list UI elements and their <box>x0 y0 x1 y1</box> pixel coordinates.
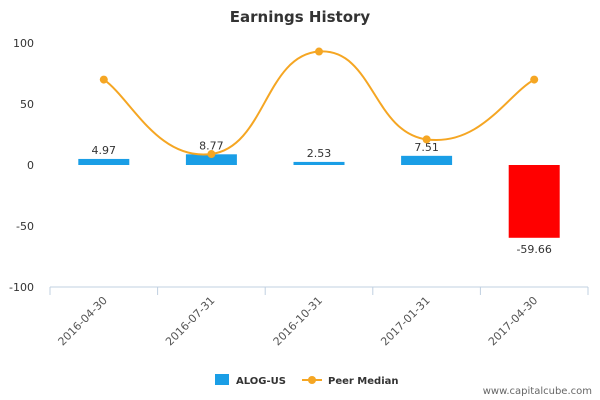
bar-2 <box>293 161 345 165</box>
bar-value-label-2: 2.53 <box>307 147 332 160</box>
y-tick-label-2: 0 <box>27 159 34 172</box>
peer-median-point-3 <box>422 135 431 144</box>
legend-label-alog: ALOG-US <box>236 376 286 387</box>
x-tick-label-4: 2017-04-30 <box>486 294 540 348</box>
legend-swatch-peer-dot <box>308 376 316 384</box>
y-axis: 100 50 0 -50 -100 <box>9 37 34 294</box>
x-tick-label-1: 2016-07-31 <box>163 294 217 348</box>
bar-3 <box>401 155 453 165</box>
y-tick-label-3: -50 <box>16 220 34 233</box>
legend-label-peer: Peer Median <box>328 376 399 387</box>
legend-swatch-alog <box>215 374 229 385</box>
peer-median-series <box>99 47 539 159</box>
peer-median-point-0 <box>99 75 108 84</box>
y-tick-label-1: 50 <box>20 98 34 111</box>
bar-value-labels: 4.97 8.77 2.53 7.51 -59.66 <box>92 139 552 255</box>
bar-0 <box>78 158 130 165</box>
peer-median-line <box>103 50 535 156</box>
x-tick-label-3: 2017-01-31 <box>378 294 432 348</box>
peer-median-point-4 <box>530 75 539 84</box>
x-tick-label-2: 2016-10-31 <box>271 294 325 348</box>
x-tick-label-0: 2016-04-30 <box>56 294 110 348</box>
peer-median-point-1 <box>207 150 216 159</box>
chart-title: Earnings History <box>230 8 371 26</box>
y-tick-label-4: -100 <box>9 281 34 294</box>
y-tick-label-0: 100 <box>13 37 34 50</box>
x-axis: 2016-04-30 2016-07-31 2016-10-31 2017-01-31… <box>49 286 589 348</box>
watermark: www.capitalcube.com <box>483 386 592 397</box>
bar-series <box>78 154 560 238</box>
bar-1 <box>185 154 237 165</box>
bar-value-label-3: 7.51 <box>414 141 439 154</box>
legend: ALOG-US Peer Median <box>215 374 399 387</box>
peer-median-point-2 <box>315 47 323 56</box>
bar-4 <box>508 165 560 238</box>
bar-value-label-1: 8.77 <box>199 139 224 152</box>
bar-value-label-0: 4.97 <box>92 144 117 157</box>
bar-value-label-4: -59.66 <box>516 243 551 256</box>
